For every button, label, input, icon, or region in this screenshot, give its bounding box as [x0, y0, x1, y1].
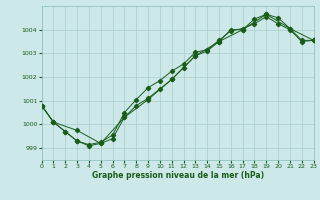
X-axis label: Graphe pression niveau de la mer (hPa): Graphe pression niveau de la mer (hPa): [92, 171, 264, 180]
